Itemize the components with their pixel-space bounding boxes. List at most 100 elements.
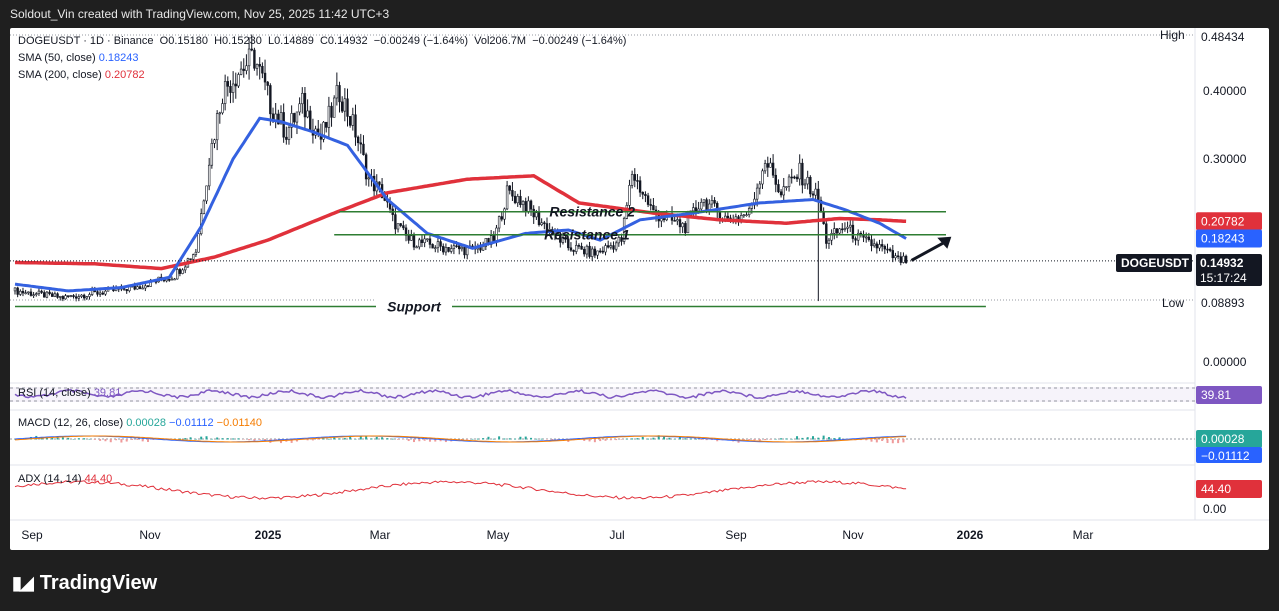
adx-label: ADX (14, 14) [18,473,82,485]
candle-body [795,176,799,180]
candle-body [223,81,227,104]
candle-body [692,207,695,212]
adx-legend[interactable]: ADX (14, 14) 44.40 [18,473,112,485]
last-price-tag-bg [1196,254,1262,286]
high-label: High [1160,28,1185,42]
tradingview-logo-icon: ▮◢ [12,573,34,593]
candle-body [899,256,902,263]
rsi-tag-bg [1196,386,1262,404]
macd-histogram-bar [663,436,666,440]
macd-histogram-bar [77,438,80,440]
candle-body [710,200,714,205]
macd-histogram-bar [136,439,139,440]
sma50-line [14,116,907,293]
candle-body [827,239,831,244]
rsi-legend[interactable]: RSI (14, close) 39.81 [18,387,121,399]
sma200-legend[interactable]: SMA (200, close) 0.20782 [18,69,145,81]
macd-histogram-bar [615,439,618,441]
high-label: H [214,35,223,47]
macd-histogram-bar [487,436,490,440]
annotation-label: Resistance 1 [544,227,630,243]
macd-histogram-bar [471,438,474,440]
candle-body [638,180,642,193]
volume-value: 206.7M [489,35,527,47]
macd-histogram-bar [295,439,298,442]
candle-body [888,248,892,251]
candle-body [503,208,506,220]
macd-histogram-bar [407,439,410,442]
macd-histogram-bar [710,439,713,441]
attribution-bar: Soldout_Vin created with TradingView.com… [0,0,1279,28]
candle-body [35,293,38,296]
candle-body [428,238,432,245]
sma200-price-tag: 0.20782 [1201,214,1245,228]
candle-body [886,248,889,251]
candle-body [460,246,464,250]
macd-histogram-bar [524,436,527,440]
candle-body [173,278,176,281]
candle-body [742,214,746,217]
macd-histogram-bar [349,435,352,440]
candle-body [301,92,304,105]
candle-body [636,180,639,182]
candle-body [814,188,817,196]
candle-body [72,295,75,298]
candle-body [74,296,78,299]
candle-body [508,185,511,191]
candle-body [343,98,347,112]
candle-body [237,74,240,87]
candle-body [822,211,825,225]
low-label: L [267,35,275,47]
candle-body [575,245,578,252]
candle-body [843,228,847,230]
chart-panel[interactable]: Resistance 2 Resistance 1 Support 0.40000 0.… [10,28,1269,550]
candle-body [463,246,466,256]
candle-body [287,127,291,140]
candle-body [13,287,17,292]
candle-body [98,292,102,295]
candle-body [290,113,293,128]
candle-body [194,251,198,255]
macd-histogram-bar [806,437,809,440]
macd-histogram-bar [742,439,745,441]
macd-histogram-bar [423,439,426,441]
candle-body [37,290,41,294]
symbol-tag: DOGEUSDT [1121,256,1190,270]
candle-body [705,199,708,212]
candle-body [189,258,192,260]
candle-body [511,190,514,197]
candle-body [583,248,586,255]
candle-body [803,183,807,186]
candle-body [601,250,605,253]
macd-legend[interactable]: MACD (12, 26, close) 0.00028 −0.01112 −0… [18,417,262,429]
macd-histogram-bar [641,436,644,440]
tradingview-logo[interactable]: ▮◢ TradingView [12,572,157,595]
y-tick-label: 0.00000 [1203,355,1247,369]
candle-body [902,255,905,263]
annotation-label: Support [387,298,442,314]
macd-histogram-bar [508,438,511,440]
macd-line [14,435,907,443]
macd-histogram-bar [753,439,756,441]
candle-body [684,223,687,234]
rsi-label: RSI (14, close) [18,387,91,399]
candle-body [176,269,179,280]
macd-histogram-bar [93,439,96,440]
footer-bar: ▮◢ TradingView [0,560,1279,611]
candle-body [830,233,833,241]
price-chart[interactable]: Resistance 2 Resistance 1 Support 0.40000 0.… [10,28,1269,550]
candle-body [880,244,884,247]
macd-histogram-bar [790,438,793,440]
macd-histogram-bar [200,436,203,440]
macd-histogram-bar [322,438,325,440]
macd-histogram-bar [625,438,628,440]
candle-body [207,164,211,187]
sma50-legend[interactable]: SMA (50, close) 0.18243 [18,52,138,64]
macd-histogram-bar [120,439,123,443]
macd-histogram-bar [147,439,149,442]
candle-body [835,228,839,234]
macd-histogram-bar [540,438,543,440]
candle-body [505,185,509,210]
candle-body [218,112,222,115]
candle-body [790,176,793,179]
